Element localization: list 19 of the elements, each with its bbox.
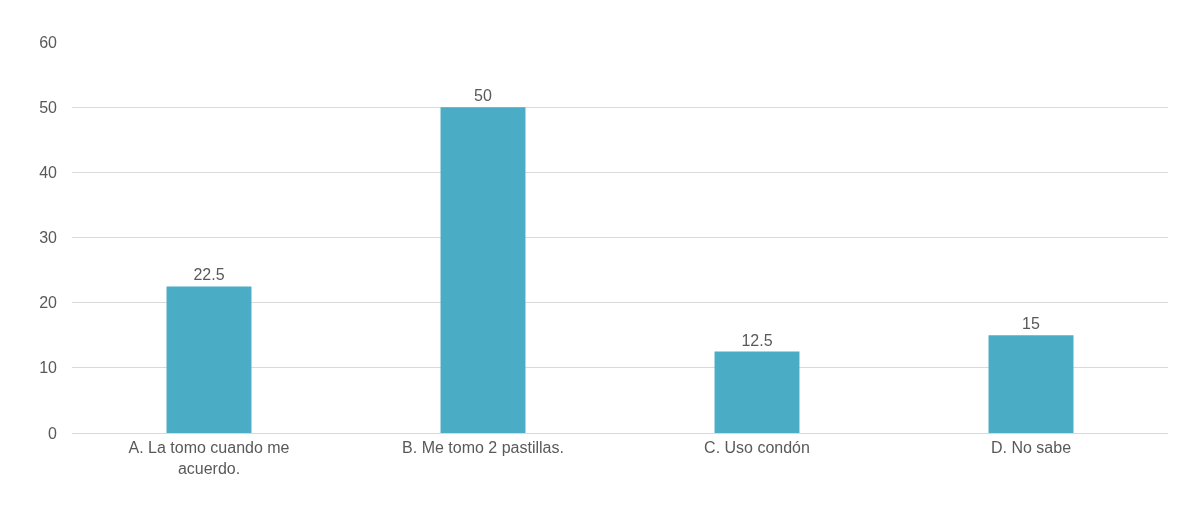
y-tick-label: 40 (39, 163, 58, 181)
data-label: 15 (1022, 315, 1040, 333)
bar (988, 335, 1074, 433)
data-label: 12.5 (741, 331, 773, 349)
y-tick-label: 50 (39, 98, 58, 116)
x-tick-label: A. La tomo cuando me acuerdo. (128, 439, 290, 477)
bar (440, 107, 526, 433)
y-tick-label: 60 (39, 33, 58, 51)
data-label: 50 (474, 87, 492, 105)
bar (714, 351, 800, 433)
y-tick-label: 10 (39, 359, 58, 377)
x-tick-label: C. Uso condón (704, 439, 810, 457)
y-tick-label: 20 (39, 294, 58, 312)
data-label: 22.5 (193, 266, 225, 284)
bar (166, 286, 252, 433)
y-tick-label: 0 (48, 424, 58, 442)
x-tick-label: B. Me tomo 2 pastillas. (402, 439, 564, 457)
y-tick-label: 30 (39, 229, 58, 247)
x-tick-label: D. No sabe (990, 439, 1072, 457)
